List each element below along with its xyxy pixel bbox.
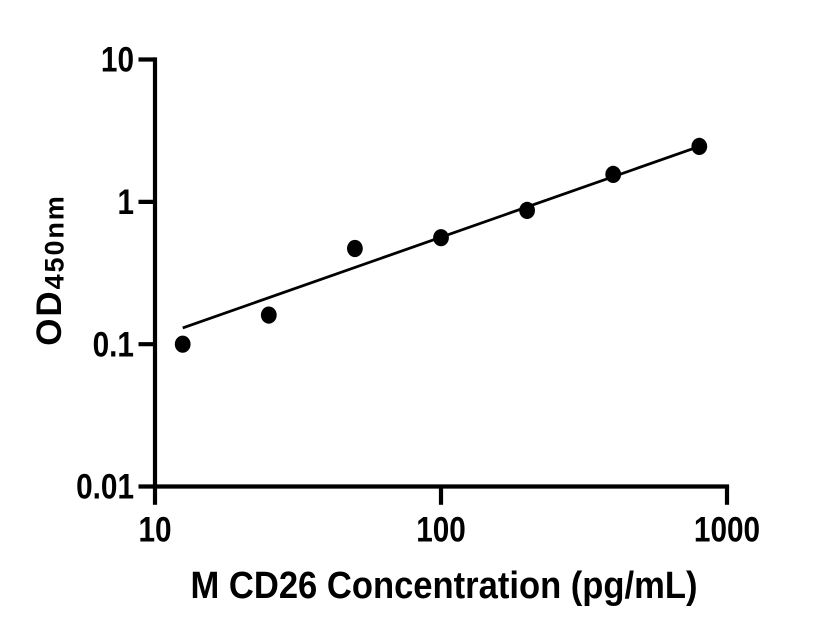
y-axis: 0.01 0.1 1 10 [76,41,158,507]
data-point [691,137,708,155]
x-axis-ticks [152,486,730,505]
x-axis-title: M CD26 Concentration (pg/mL) [191,565,698,607]
y-axis-tick-label: 0.01 [76,468,134,507]
y-axis-ticks [138,57,155,489]
y-axis-title-subscript: 450nm [40,194,70,289]
y-axis-tick-label: 0.1 [93,325,134,364]
x-axis: 10 100 1000 [138,484,760,550]
data-point [174,335,191,353]
y-axis-tick-labels: 0.01 0.1 1 10 [76,41,134,507]
data-point [605,165,622,183]
x-axis-tick-label: 1000 [694,511,760,550]
y-axis-title-main: OD [30,289,69,345]
y-axis-tick-label: 1 [118,183,135,222]
data-point [519,201,535,219]
data-point [260,306,277,324]
data-points-group [174,137,708,353]
data-point [347,239,363,258]
x-axis-tick-label: 100 [416,511,466,550]
data-point [433,229,449,247]
x-axis-tick-label: 10 [138,511,171,550]
x-axis-tick-labels: 10 100 1000 [138,511,760,550]
y-axis-tick-label: 10 [101,41,134,80]
y-axis-title: OD450nm [30,194,70,345]
